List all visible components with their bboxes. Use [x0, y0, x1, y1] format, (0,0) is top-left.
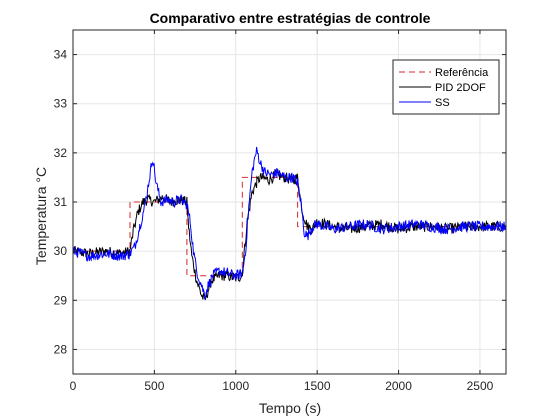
y-tick-label: 29 [54, 293, 68, 307]
chart-title: Comparativo entre estratégias de control… [150, 10, 431, 26]
y-tick-label: 34 [54, 48, 68, 62]
y-tick-label: 33 [54, 97, 68, 111]
y-tick-label: 32 [54, 146, 68, 160]
legend: Referência PID 2DOF SS [392, 59, 500, 115]
legend-label-1: PID 2DOF [435, 82, 486, 94]
x-tick-label: 500 [144, 379, 164, 393]
y-axis-label: Temperatura °C [33, 167, 49, 265]
y-tick-label: 28 [54, 342, 68, 356]
y-tick-label: 31 [54, 195, 68, 209]
legend-label-0: Referência [435, 67, 489, 79]
x-axis-label: Tempo (s) [259, 400, 321, 416]
x-tick-label: 2500 [467, 379, 494, 393]
x-tick-label: 1500 [304, 379, 331, 393]
x-tick-label: 1000 [222, 379, 249, 393]
x-tick-label: 2000 [385, 379, 412, 393]
y-tick-label: 30 [54, 244, 68, 258]
series-line-2 [73, 146, 506, 301]
x-tick-label: 0 [70, 379, 77, 393]
legend-label-2: SS [435, 97, 450, 109]
